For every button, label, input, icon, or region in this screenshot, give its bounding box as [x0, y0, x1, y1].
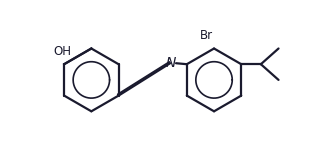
Text: OH: OH: [53, 45, 71, 58]
Text: N: N: [166, 56, 176, 70]
Text: Br: Br: [200, 29, 213, 42]
